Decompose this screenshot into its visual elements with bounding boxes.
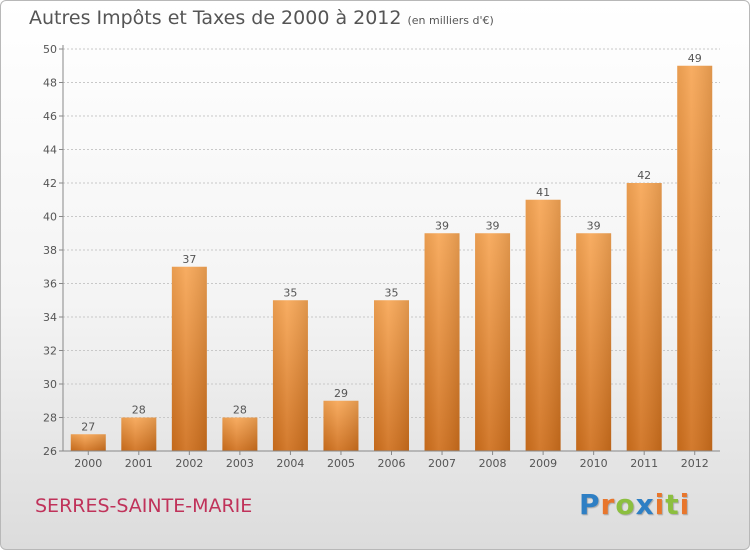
y-tick-label: 44 (43, 144, 57, 157)
bar-shading (121, 417, 157, 451)
x-tick-label: 2004 (276, 457, 304, 470)
y-tick-label: 26 (43, 445, 57, 458)
labels: 26 28 30 32 34 36 38 40 42 44 46 48 50 27 2000 28 2001 37… (43, 43, 709, 470)
bar-value-label: 35 (283, 286, 297, 299)
bar-shading (222, 417, 258, 451)
bar-value-label: 41 (536, 186, 550, 199)
y-tick-label: 50 (43, 43, 57, 56)
x-tick-label: 2000 (74, 457, 102, 470)
bar-shading (576, 233, 612, 451)
bar-shading (424, 233, 460, 451)
bar-value-label: 42 (637, 169, 651, 182)
bar-value-label: 28 (233, 404, 247, 417)
y-tick-label: 38 (43, 244, 57, 257)
x-tick-label: 2011 (630, 457, 658, 470)
bar-shading (374, 300, 409, 451)
bar-value-label: 29 (334, 387, 348, 400)
x-tick-label: 2009 (529, 457, 557, 470)
axes (59, 45, 720, 455)
y-tick-label: 42 (43, 177, 57, 190)
bar-value-label: 39 (435, 219, 449, 232)
bar-shading (171, 266, 207, 451)
chart-title-text: Autres Impôts et Taxes de 2000 à 2012 (29, 7, 402, 29)
bar-value-label: 37 (182, 253, 196, 266)
bar-value-label: 27 (81, 420, 95, 433)
y-tick-label: 46 (43, 110, 57, 123)
bar-shading (323, 400, 359, 451)
y-tick-label: 30 (43, 378, 57, 391)
commune-name: SERRES-SAINTE-MARIE (35, 495, 253, 517)
bar-shading (475, 233, 511, 451)
bars (70, 65, 713, 451)
logo-letter: P (579, 488, 601, 521)
chart-unit: (en milliers d'€) (407, 14, 494, 27)
x-tick-label: 2003 (226, 457, 254, 470)
x-tick-label: 2007 (428, 457, 456, 470)
bar-value-label: 39 (486, 219, 500, 232)
x-tick-label: 2001 (125, 457, 153, 470)
logo-letter: t (665, 488, 680, 521)
bar-shading (626, 183, 662, 451)
x-tick-label: 2010 (580, 457, 608, 470)
chart-title: Autres Impôts et Taxes de 2000 à 2012 (en… (29, 7, 494, 29)
y-tick-label: 32 (43, 345, 57, 358)
bar-shading (272, 300, 308, 451)
x-tick-label: 2012 (681, 457, 709, 470)
bar-value-label: 35 (385, 286, 399, 299)
logo-letter: o (615, 488, 636, 521)
x-tick-label: 2008 (479, 457, 507, 470)
y-tick-label: 28 (43, 412, 57, 425)
bar-value-label: 28 (132, 404, 146, 417)
bar-value-label: 49 (688, 52, 702, 65)
proxiti-logo: Proxiti (579, 488, 690, 521)
bar-shading (70, 434, 106, 451)
x-tick-label: 2006 (378, 457, 406, 470)
logo-letter: r (600, 488, 616, 521)
bar-value-label: 39 (587, 219, 601, 232)
y-tick-label: 36 (43, 278, 57, 291)
bar-shading (677, 65, 713, 451)
y-tick-label: 34 (43, 311, 57, 324)
y-tick-label: 40 (43, 211, 57, 224)
logo-letter: x (635, 488, 655, 521)
logo-letter: i (654, 488, 666, 521)
y-tick-label: 48 (43, 77, 57, 90)
x-tick-label: 2002 (175, 457, 203, 470)
bar-shading (525, 199, 561, 451)
logo-letter: i (679, 488, 691, 521)
x-tick-label: 2005 (327, 457, 355, 470)
